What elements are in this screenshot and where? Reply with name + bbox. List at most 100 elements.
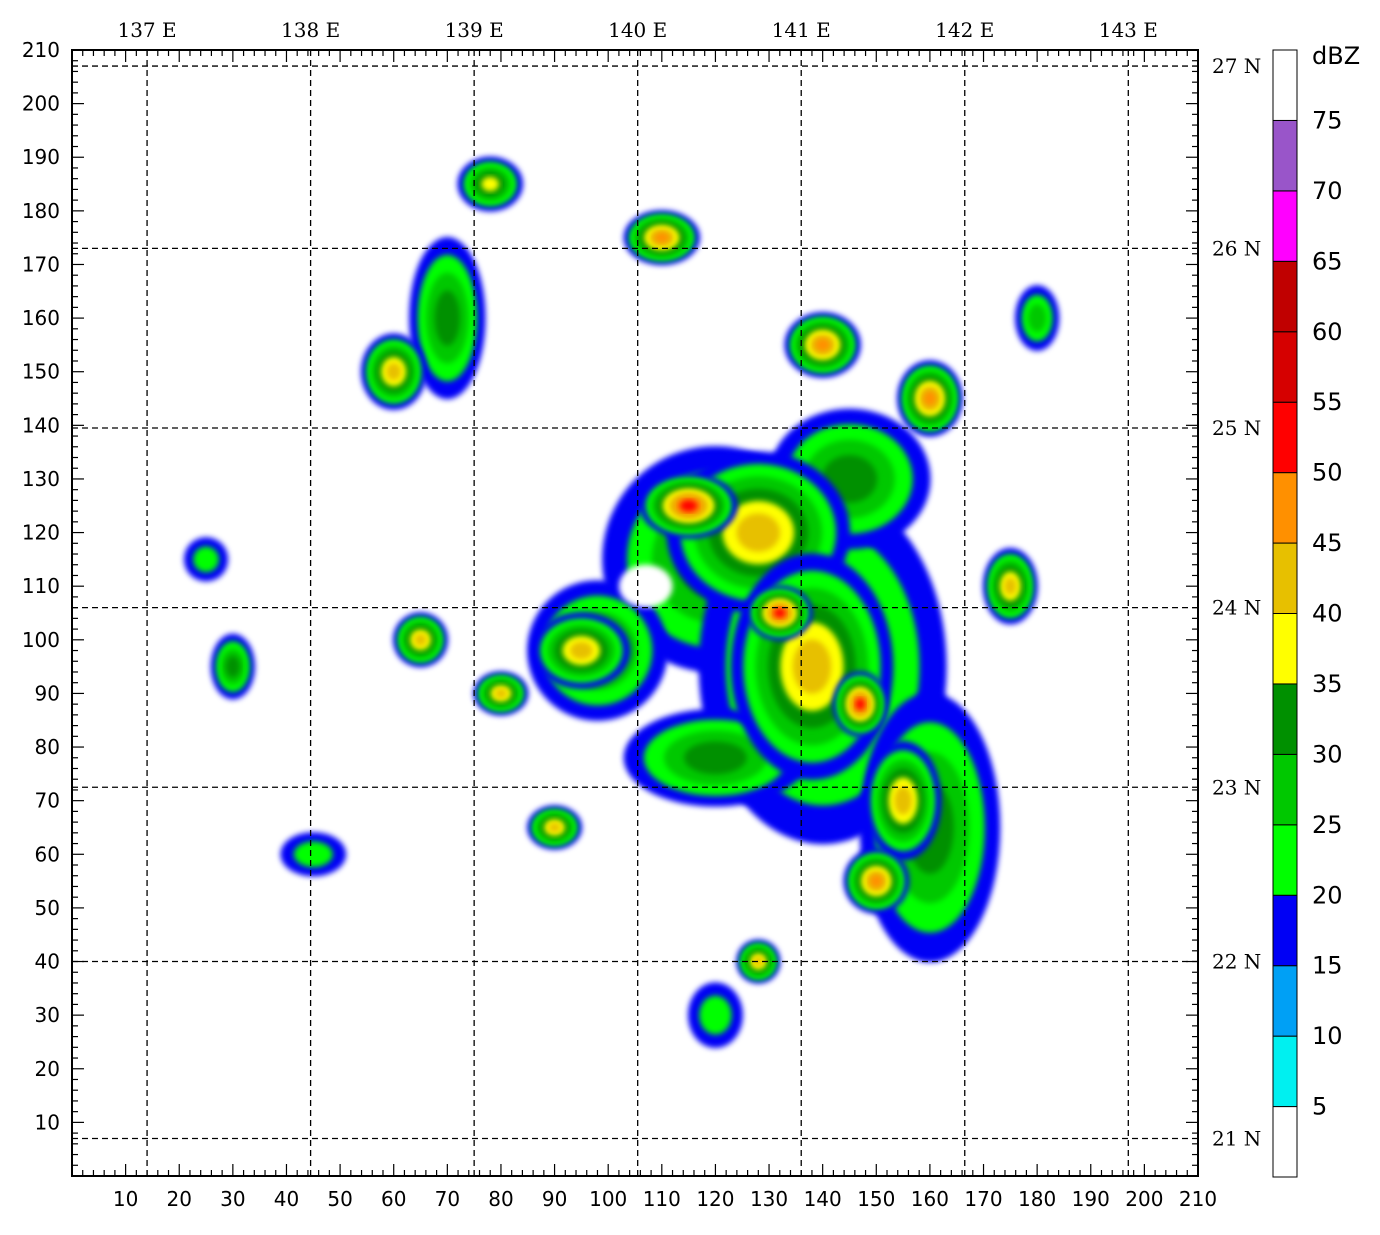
x-tick-label: 80 xyxy=(488,1187,513,1211)
colorbar-swatch xyxy=(1272,331,1298,403)
x-tick-label: 40 xyxy=(274,1187,299,1211)
reflectivity-field xyxy=(183,156,1060,1048)
longitude-label: 138 E xyxy=(281,18,340,42)
echo-cell-20-level-40 xyxy=(386,362,402,381)
x-tick-label: 170 xyxy=(964,1187,1002,1211)
latitude-label: 27 N xyxy=(1212,54,1261,78)
colorbar-swatch xyxy=(1272,824,1298,896)
y-tick-label: 140 xyxy=(22,413,60,437)
longitude-label: 141 E xyxy=(772,18,831,42)
y-tick-label: 60 xyxy=(35,842,60,866)
y-tick-label: 40 xyxy=(35,950,60,974)
x-tick-label: 90 xyxy=(542,1187,567,1211)
latitude-label: 25 N xyxy=(1212,416,1261,440)
echo-cell-27-level-20 xyxy=(699,995,732,1035)
echo-cell-8-level-40 xyxy=(569,641,593,660)
echo-cell-5-level-30 xyxy=(684,741,747,775)
colorbar-swatch xyxy=(1272,472,1298,544)
y-tick-label: 200 xyxy=(22,92,60,116)
x-tick-label: 180 xyxy=(1018,1187,1056,1211)
echo-cell-10-level-50 xyxy=(679,500,698,512)
colorbar-tick-label: 20 xyxy=(1312,881,1343,909)
echo-cell-6-level-40 xyxy=(736,513,781,552)
y-tick-label: 110 xyxy=(22,574,60,598)
typhoon-eye xyxy=(618,564,673,608)
longitude-label: 137 E xyxy=(117,18,176,42)
x-tick-label: 10 xyxy=(113,1187,138,1211)
echo-cell-15-level-45 xyxy=(654,232,670,244)
y-tick-label: 150 xyxy=(22,360,60,384)
latitude-label: 26 N xyxy=(1212,236,1261,260)
colorbar-swatch xyxy=(1272,190,1298,262)
y-tick-label: 20 xyxy=(35,1057,60,1081)
echo-cell-11-level-50 xyxy=(774,608,786,618)
longitude-label: 142 E xyxy=(935,18,994,42)
colorbar-swatch xyxy=(1272,683,1298,755)
echo-cell-22-level-40 xyxy=(753,956,764,967)
echo-cell-23-level-40 xyxy=(1004,577,1017,595)
colorbar-tick-label: 25 xyxy=(1312,811,1343,839)
colorbar-swatch xyxy=(1272,542,1298,614)
colorbar-swatch xyxy=(1272,49,1298,121)
latitude-label: 21 N xyxy=(1212,1126,1261,1150)
y-tick-label: 210 xyxy=(22,38,60,62)
y-tick-label: 130 xyxy=(22,467,60,491)
eye-region xyxy=(618,564,673,608)
y-tick-label: 190 xyxy=(22,145,60,169)
echo-cell-7-level-40 xyxy=(792,639,832,694)
x-tick-label: 70 xyxy=(435,1187,460,1211)
colorbar-swatch xyxy=(1272,1035,1298,1108)
y-tick-label: 10 xyxy=(35,1110,60,1134)
latitude-label: 24 N xyxy=(1212,596,1261,620)
colorbar-tick-label: 5 xyxy=(1312,1093,1327,1121)
y-tick-label: 90 xyxy=(35,681,60,705)
colorbar-tick-label: 60 xyxy=(1312,318,1343,346)
longitude-label: 139 E xyxy=(445,18,504,42)
colorbar-tick-label: 55 xyxy=(1312,388,1343,416)
y-tick-label: 120 xyxy=(22,521,60,545)
colorbar-tick-label: 70 xyxy=(1312,177,1343,205)
colorbar-tick-label: 45 xyxy=(1312,529,1343,557)
longitude-label: 140 E xyxy=(608,18,667,42)
y-tick-label: 50 xyxy=(35,896,60,920)
echo-cell-21-level-40 xyxy=(548,822,561,833)
x-tick-label: 20 xyxy=(167,1187,192,1211)
colorbar-swatch xyxy=(1272,613,1298,685)
colorbar-swatch xyxy=(1272,260,1298,333)
x-tick-label: 210 xyxy=(1179,1187,1217,1211)
x-tick-label: 160 xyxy=(911,1187,949,1211)
longitude-labels: 137 E 138 E 139 E 140 E 141 E 142 E 143 E xyxy=(117,18,1157,42)
colorbar-unit-label: dBZ xyxy=(1312,42,1360,70)
colorbar-tick-label: 35 xyxy=(1312,670,1343,698)
echo-cell-28-level-20 xyxy=(293,841,333,868)
x-tick-label: 110 xyxy=(643,1187,681,1211)
colorbar-swatch xyxy=(1272,1106,1298,1178)
x-tick-label: 140 xyxy=(804,1187,842,1211)
colorbar-tick-label: 15 xyxy=(1312,952,1343,980)
colorbar-tick-label: 40 xyxy=(1312,600,1343,628)
colorbar-tick-label: 30 xyxy=(1312,740,1343,768)
x-tick-label: 120 xyxy=(696,1187,734,1211)
y-tick-label: 160 xyxy=(22,306,60,330)
lat-lon-grid xyxy=(72,50,1198,1176)
colorbar-tick-label: 65 xyxy=(1312,247,1343,275)
echo-cell-26-level-25 xyxy=(1027,304,1047,333)
x-tick-label: 190 xyxy=(1072,1187,1110,1211)
echo-cell-29-level-20 xyxy=(193,546,219,573)
x-tick-label: 200 xyxy=(1125,1187,1163,1211)
colorbar-tick-label: 75 xyxy=(1312,106,1343,134)
echo-cell-14-level-45 xyxy=(923,390,937,407)
y-tick-label: 80 xyxy=(35,735,60,759)
y-tick-label: 70 xyxy=(35,789,60,813)
latitude-label: 22 N xyxy=(1212,950,1261,974)
plot-frame xyxy=(71,49,1199,1177)
echo-cell-25-level-40 xyxy=(494,688,508,699)
echo-cell-9-level-40 xyxy=(894,786,912,815)
colorbar-swatch xyxy=(1272,965,1298,1037)
colorbar-tick-label: 10 xyxy=(1312,1022,1343,1050)
x-tick-label: 130 xyxy=(750,1187,788,1211)
echo-cell-16-level-45 xyxy=(869,874,883,888)
colorbar: 5 10 15 20 25 30 35 40 45 50 55 60 65 70 75 xyxy=(1272,49,1343,1178)
colorbar-tick-label: 50 xyxy=(1312,459,1343,487)
